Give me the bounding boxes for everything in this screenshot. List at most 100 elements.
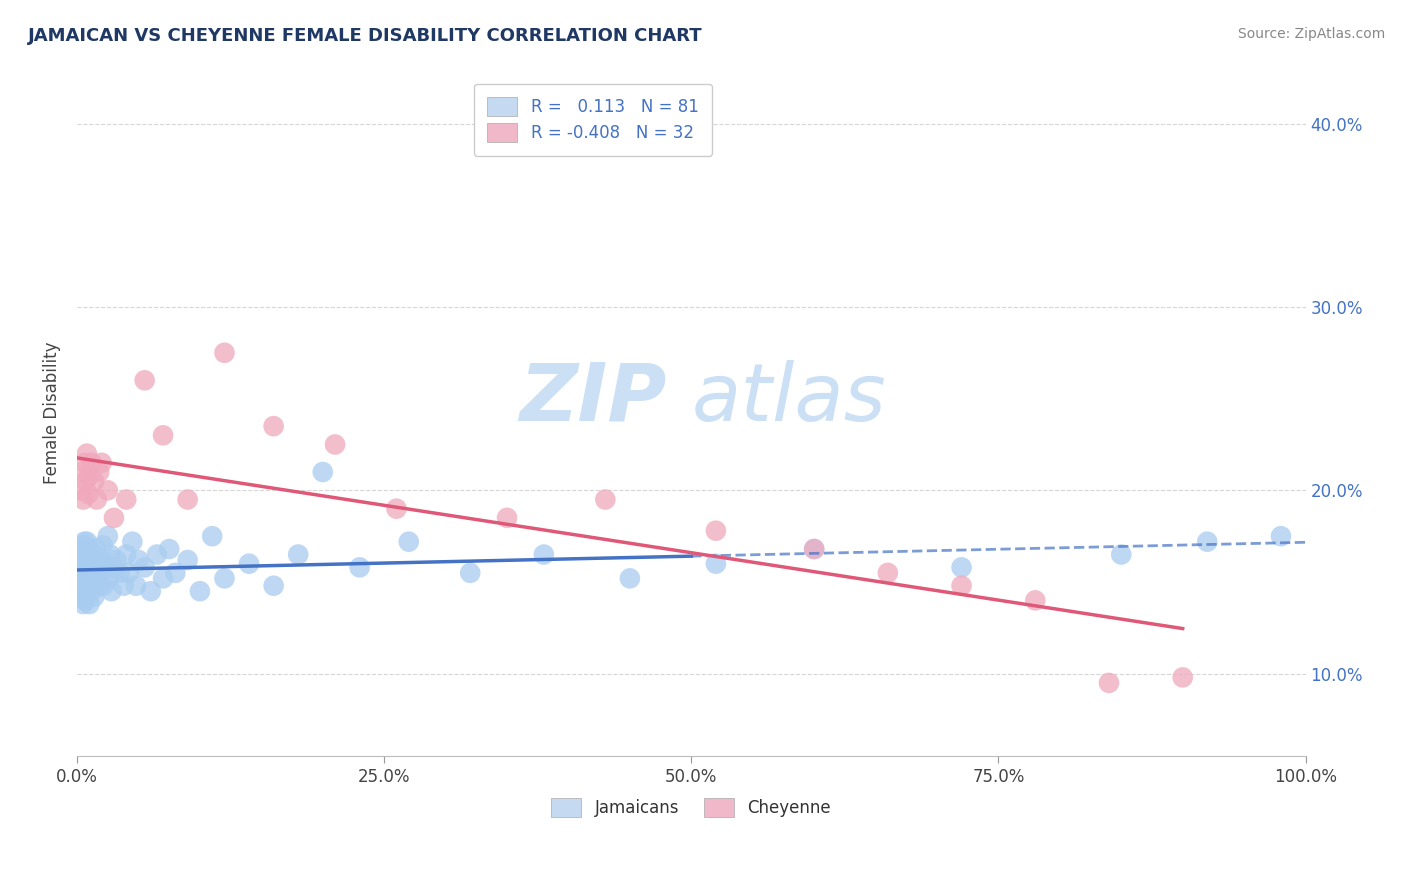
Point xyxy=(533,548,555,562)
Point xyxy=(876,566,898,580)
Point xyxy=(89,553,111,567)
Point xyxy=(79,468,101,483)
Point xyxy=(97,483,120,498)
Point xyxy=(70,571,93,585)
Point xyxy=(1024,593,1046,607)
Point xyxy=(287,548,309,562)
Point xyxy=(263,579,285,593)
Point xyxy=(69,579,91,593)
Point xyxy=(77,553,100,567)
Point xyxy=(83,590,105,604)
Point xyxy=(128,553,150,567)
Point xyxy=(89,465,111,479)
Point xyxy=(82,548,104,562)
Text: Source: ZipAtlas.com: Source: ZipAtlas.com xyxy=(1237,27,1385,41)
Point xyxy=(312,465,335,479)
Point xyxy=(238,557,260,571)
Point xyxy=(90,566,112,580)
Point xyxy=(595,492,617,507)
Point xyxy=(83,566,105,580)
Point xyxy=(79,597,101,611)
Point xyxy=(93,579,115,593)
Point xyxy=(83,474,105,488)
Point xyxy=(72,597,94,611)
Point xyxy=(1270,529,1292,543)
Point xyxy=(73,553,96,567)
Point xyxy=(103,560,125,574)
Point xyxy=(79,560,101,574)
Point xyxy=(77,487,100,501)
Point xyxy=(80,456,103,470)
Point xyxy=(73,534,96,549)
Point xyxy=(704,524,727,538)
Point xyxy=(157,541,180,556)
Point xyxy=(385,501,408,516)
Point xyxy=(72,560,94,574)
Point xyxy=(86,575,108,590)
Point xyxy=(75,541,97,556)
Point xyxy=(704,557,727,571)
Point xyxy=(176,492,198,507)
Point xyxy=(458,566,481,580)
Point xyxy=(70,548,93,562)
Point xyxy=(214,346,236,360)
Point xyxy=(91,538,114,552)
Point xyxy=(108,566,131,580)
Point xyxy=(79,571,101,585)
Point xyxy=(1098,676,1121,690)
Point xyxy=(188,584,211,599)
Point xyxy=(100,584,122,599)
Point xyxy=(134,560,156,574)
Point xyxy=(73,593,96,607)
Point xyxy=(115,548,138,562)
Point xyxy=(72,584,94,599)
Point xyxy=(1197,534,1219,549)
Point xyxy=(134,373,156,387)
Point xyxy=(86,492,108,507)
Point xyxy=(121,534,143,549)
Point xyxy=(323,437,346,451)
Point xyxy=(496,511,519,525)
Point xyxy=(69,483,91,498)
Point xyxy=(77,575,100,590)
Point xyxy=(263,419,285,434)
Point xyxy=(73,456,96,470)
Point xyxy=(75,584,97,599)
Point xyxy=(105,553,128,567)
Point xyxy=(72,492,94,507)
Point xyxy=(87,566,110,580)
Point xyxy=(165,566,187,580)
Point xyxy=(86,553,108,567)
Point xyxy=(70,590,93,604)
Text: atlas: atlas xyxy=(692,359,886,438)
Point xyxy=(176,553,198,567)
Point xyxy=(72,538,94,552)
Point xyxy=(1171,670,1194,684)
Point xyxy=(75,474,97,488)
Point xyxy=(80,560,103,574)
Point xyxy=(84,541,107,556)
Point xyxy=(75,566,97,580)
Point xyxy=(76,447,98,461)
Point xyxy=(201,529,224,543)
Point xyxy=(139,584,162,599)
Point xyxy=(118,566,141,580)
Point xyxy=(98,571,121,585)
Point xyxy=(79,579,101,593)
Point xyxy=(803,541,825,556)
Point xyxy=(146,548,169,562)
Point xyxy=(152,571,174,585)
Point xyxy=(73,571,96,585)
Point xyxy=(90,456,112,470)
Point xyxy=(803,541,825,556)
Point xyxy=(950,579,973,593)
Legend: Jamaicans, Cheyenne: Jamaicans, Cheyenne xyxy=(544,791,838,823)
Y-axis label: Female Disability: Female Disability xyxy=(44,341,60,483)
Point xyxy=(152,428,174,442)
Point xyxy=(76,579,98,593)
Point xyxy=(69,566,91,580)
Point xyxy=(214,571,236,585)
Point xyxy=(76,534,98,549)
Point xyxy=(89,579,111,593)
Point xyxy=(76,557,98,571)
